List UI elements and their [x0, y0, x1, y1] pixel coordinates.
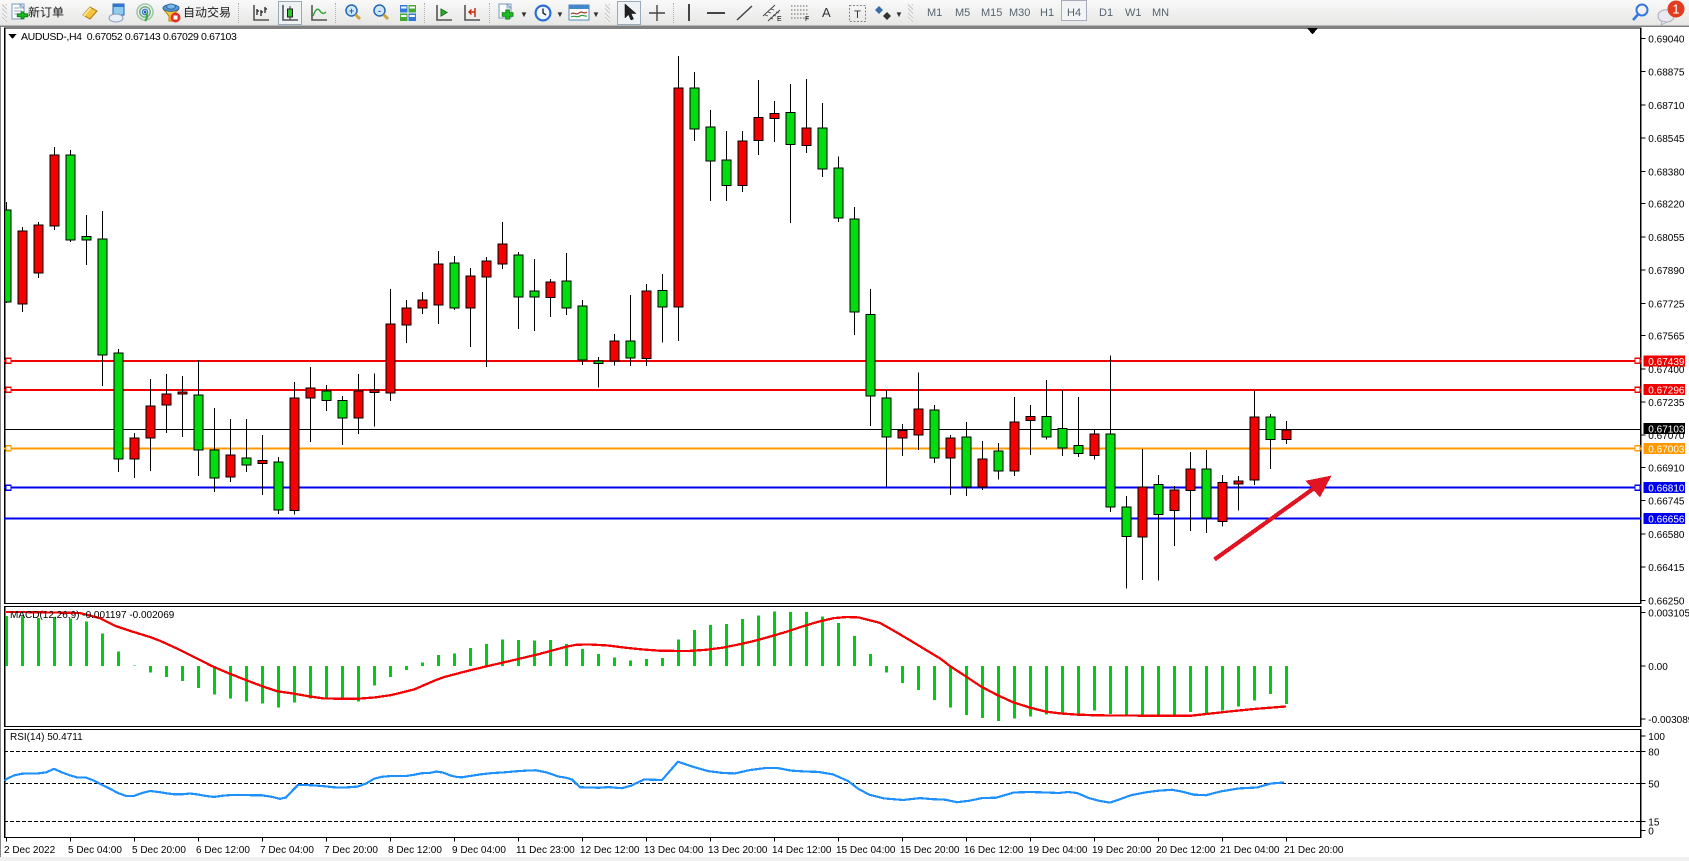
svg-text:13 Dec 04:00: 13 Dec 04:00: [644, 845, 704, 856]
svg-text:0.66250: 0.66250: [1648, 596, 1685, 607]
svg-text:RSI(14) 50.4711: RSI(14) 50.4711: [10, 732, 83, 743]
svg-text:AUDUSD-,H4 0.67052 0.67143 0.: AUDUSD-,H4 0.67052 0.67143 0.67029 0.671…: [21, 31, 237, 43]
svg-text:0.66745: 0.66745: [1648, 497, 1685, 508]
svg-text:8 Dec 12:00: 8 Dec 12:00: [388, 845, 442, 856]
svg-text:0.67890: 0.67890: [1648, 266, 1685, 277]
svg-text:7 Dec 04:00: 7 Dec 04:00: [260, 845, 314, 856]
svg-text:0.67003: 0.67003: [1648, 445, 1685, 456]
svg-text:0.68545: 0.68545: [1648, 134, 1685, 145]
svg-text:0.003105: 0.003105: [1648, 609, 1689, 620]
svg-text:0.66415: 0.66415: [1648, 563, 1685, 574]
svg-text:MACD(12,26,9) -0.001197 -0.002: MACD(12,26,9) -0.001197 -0.002069: [10, 610, 175, 621]
svg-text:7 Dec 20:00: 7 Dec 20:00: [324, 845, 378, 856]
svg-text:19 Dec 04:00: 19 Dec 04:00: [1028, 845, 1088, 856]
svg-text:0.67103: 0.67103: [1648, 425, 1685, 436]
svg-text:0.68875: 0.68875: [1648, 68, 1685, 79]
svg-text:11 Dec 23:00: 11 Dec 23:00: [516, 845, 575, 856]
svg-text:50: 50: [1648, 780, 1660, 791]
svg-text:0.67070: 0.67070: [1648, 431, 1685, 442]
svg-text:E: E: [777, 16, 782, 23]
svg-text:19 Dec 20:00: 19 Dec 20:00: [1092, 845, 1152, 856]
svg-text:0.00: 0.00: [1648, 662, 1668, 673]
svg-text:0.67565: 0.67565: [1648, 332, 1685, 343]
svg-text:15: 15: [1648, 818, 1660, 829]
svg-text:0.66656: 0.66656: [1648, 515, 1685, 526]
svg-text:21 Dec 20:00: 21 Dec 20:00: [1284, 845, 1344, 856]
svg-text:14 Dec 12:00: 14 Dec 12:00: [772, 845, 832, 856]
svg-text:0.67725: 0.67725: [1648, 299, 1685, 310]
svg-text:6 Dec 12:00: 6 Dec 12:00: [196, 845, 250, 856]
svg-text:5 Dec 04:00: 5 Dec 04:00: [68, 845, 122, 856]
svg-text:0: 0: [1648, 826, 1654, 837]
svg-text:0.66580: 0.66580: [1648, 530, 1685, 541]
svg-text:0.66810: 0.66810: [1648, 484, 1685, 495]
svg-text:0.68220: 0.68220: [1648, 200, 1685, 211]
svg-text:100: 100: [1648, 732, 1665, 743]
svg-text:20 Dec 12:00: 20 Dec 12:00: [1156, 845, 1216, 856]
svg-text:15 Dec 04:00: 15 Dec 04:00: [836, 845, 896, 856]
svg-text:0.67296: 0.67296: [1648, 386, 1685, 397]
svg-text:T: T: [854, 9, 861, 21]
svg-text:21 Dec 04:00: 21 Dec 04:00: [1220, 845, 1280, 856]
svg-text:0.68710: 0.68710: [1648, 101, 1685, 112]
svg-text:1: 1: [1672, 2, 1679, 17]
svg-text:-: -: [378, 6, 381, 16]
svg-text:+: +: [349, 6, 354, 16]
svg-text:0.68055: 0.68055: [1648, 233, 1685, 244]
svg-text:13 Dec 20:00: 13 Dec 20:00: [708, 845, 768, 856]
svg-text:0.67235: 0.67235: [1648, 398, 1685, 409]
svg-text:2 Dec 2022: 2 Dec 2022: [4, 845, 56, 856]
svg-text:0.66910: 0.66910: [1648, 463, 1685, 474]
svg-text:0.67439: 0.67439: [1648, 357, 1685, 368]
svg-text:-0.003089: -0.003089: [1648, 715, 1689, 726]
svg-text:16 Dec 12:00: 16 Dec 12:00: [964, 845, 1024, 856]
svg-text:F: F: [805, 16, 809, 23]
svg-text:12 Dec 12:00: 12 Dec 12:00: [580, 845, 640, 856]
svg-text:80: 80: [1648, 747, 1660, 758]
svg-text:5 Dec 20:00: 5 Dec 20:00: [132, 845, 186, 856]
svg-text:0.67400: 0.67400: [1648, 365, 1685, 376]
svg-text:15 Dec 20:00: 15 Dec 20:00: [900, 845, 960, 856]
svg-text:0.68380: 0.68380: [1648, 167, 1685, 178]
svg-text:9 Dec 04:00: 9 Dec 04:00: [452, 845, 506, 856]
svg-text:0.69040: 0.69040: [1648, 35, 1685, 46]
